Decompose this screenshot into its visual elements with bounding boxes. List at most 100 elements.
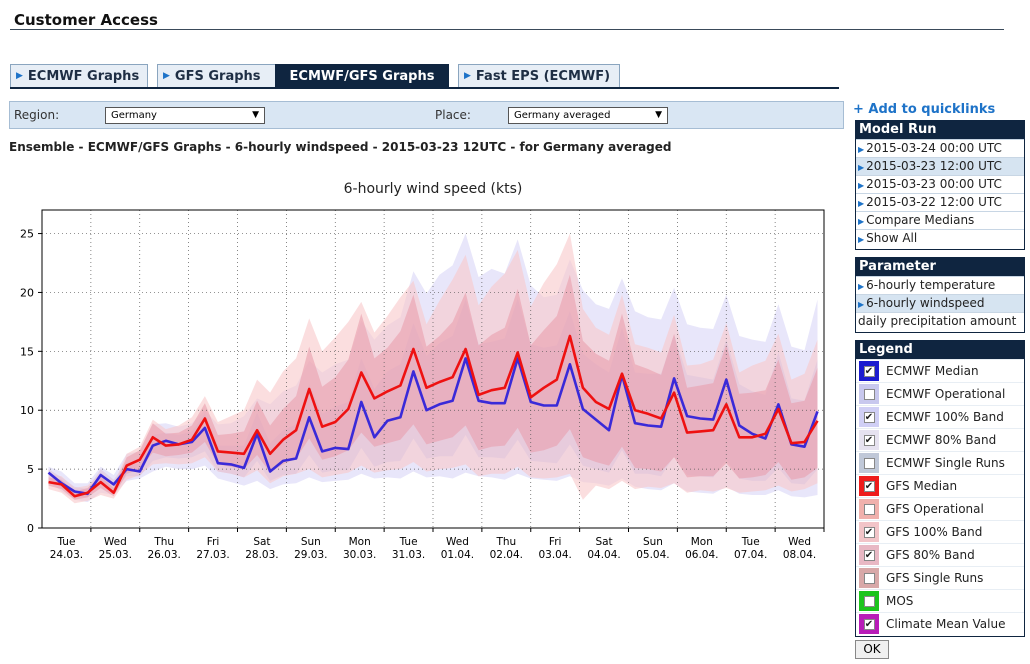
tab-gfs-graphs[interactable]: ▶ GFS Graphs	[157, 64, 278, 88]
legend-item[interactable]: ✔ GFS 80% Band	[856, 543, 1024, 566]
chevron-down-icon: ▼	[252, 110, 259, 120]
region-select[interactable]: Germany ▼	[105, 107, 265, 124]
legend-item[interactable]: ✔ Climate Mean Value	[856, 612, 1024, 635]
x-tick-date: 03.04.	[538, 549, 571, 561]
x-tick-day: Tue	[741, 536, 760, 548]
place-select-value: Germany averaged	[514, 110, 611, 121]
x-tick-date: 25.03.	[99, 549, 132, 561]
legend-item[interactable]: MOS	[856, 589, 1024, 612]
checkbox-unchecked-icon[interactable]	[863, 503, 875, 515]
checkbox-checked-icon[interactable]: ✔	[863, 480, 875, 492]
x-tick-day: Tue	[399, 536, 418, 548]
list-item[interactable]: ▶ 2015-03-23 12:00 UTC	[856, 157, 1024, 175]
plot-frame	[41, 209, 825, 529]
legend-swatch	[859, 384, 879, 404]
legend-label: ECMWF Operational	[886, 387, 1006, 401]
bullet-arrow-icon: ▶	[858, 282, 865, 291]
tab-ecmwf-graphs[interactable]: ▶ ECMWF Graphs	[10, 64, 148, 88]
legend-item[interactable]: ✔ GFS Median	[856, 474, 1024, 497]
list-item[interactable]: ▶ 6-hourly windspeed	[856, 294, 1024, 312]
legend-swatch	[859, 453, 879, 473]
x-tick-date: 24.03.	[50, 549, 83, 561]
tab-fast-eps[interactable]: ▶ Fast EPS (ECMWF)	[458, 64, 620, 88]
list-item[interactable]: ▶ 2015-03-24 00:00 UTC	[856, 139, 1024, 157]
legend-label: GFS Single Runs	[886, 571, 984, 585]
legend-label: GFS 80% Band	[886, 548, 975, 562]
tab-label: GFS Graphs	[174, 68, 261, 84]
list-item[interactable]: ▶ 2015-03-22 12:00 UTC	[856, 193, 1024, 211]
model-run-list: ▶ 2015-03-24 00:00 UTC ▶ 2015-03-23 12:00 U…	[856, 139, 1024, 247]
legend-swatch: ✔	[859, 476, 879, 496]
list-item[interactable]: ▶ 2015-03-23 00:00 UTC	[856, 175, 1024, 193]
x-tick-day: Sun	[643, 536, 663, 548]
parameter-title: Parameter	[856, 258, 1024, 276]
title-divider	[10, 29, 1004, 30]
tab-ecmwf-gfs-graphs[interactable]: ECMWF/GFS Graphs	[275, 64, 449, 88]
legend-swatch: ✔	[859, 522, 879, 542]
y-tick-label: 15	[20, 345, 34, 358]
checkbox-checked-icon[interactable]: ✔	[863, 434, 875, 446]
checkbox-checked-icon[interactable]: ✔	[863, 549, 875, 561]
legend-swatch: ✔	[859, 614, 879, 634]
bullet-arrow-icon: ▶	[858, 217, 865, 226]
x-tick-date: 26.03.	[147, 549, 180, 561]
x-tick-day: Thu	[153, 536, 174, 548]
legend-label: ECMWF Median	[886, 364, 979, 378]
checkbox-checked-icon[interactable]: ✔	[863, 411, 875, 423]
list-item-label: 2015-03-22 12:00 UTC	[866, 195, 1002, 209]
legend-label: ECMWF 80% Band	[886, 433, 997, 447]
x-tick-day: Mon	[349, 536, 371, 548]
list-item[interactable]: ▶ Compare Medians	[856, 211, 1024, 229]
x-tick-date: 08.04.	[783, 549, 816, 561]
list-item-label: 6-hourly windspeed	[866, 296, 985, 310]
x-tick-day: Mon	[691, 536, 713, 548]
legend-swatch	[859, 499, 879, 519]
legend-item[interactable]: GFS Operational	[856, 497, 1024, 520]
wind-speed-chart: 6-hourly wind speed (kts)0510152025Tue24…	[20, 181, 825, 561]
legend-item[interactable]: ✔ ECMWF 80% Band	[856, 428, 1024, 451]
bullet-arrow-icon: ▶	[858, 145, 865, 154]
x-tick-date: 04.04.	[587, 549, 620, 561]
tab-arrow-icon: ▶	[464, 71, 471, 81]
add-quicklinks-link[interactable]: + Add to quicklinks	[853, 102, 996, 117]
list-item[interactable]: ▶ 6-hourly temperature	[856, 276, 1024, 294]
checkbox-unchecked-icon[interactable]	[863, 572, 875, 584]
x-tick-date: 28.03.	[245, 549, 278, 561]
legend-item[interactable]: ✔ GFS 100% Band	[856, 520, 1024, 543]
legend-list: ✔ ECMWF Median ECMWF Operational ✔ ECMWF 100…	[856, 359, 1024, 635]
legend-item[interactable]: ECMWF Single Runs	[856, 451, 1024, 474]
checkbox-checked-icon[interactable]: ✔	[863, 365, 875, 377]
checkbox-unchecked-icon[interactable]	[863, 595, 875, 607]
tab-label: ECMWF/GFS Graphs	[289, 68, 435, 84]
bullet-arrow-icon: ▶	[858, 235, 865, 244]
checkbox-checked-icon[interactable]: ✔	[863, 618, 875, 630]
x-tick-day: Sun	[301, 536, 321, 548]
x-tick-day: Fri	[207, 536, 220, 548]
x-tick-day: Wed	[788, 536, 811, 548]
checkbox-unchecked-icon[interactable]	[863, 457, 875, 469]
legend-item[interactable]: ✔ ECMWF Median	[856, 359, 1024, 382]
list-item[interactable]: ▶ Show All	[856, 229, 1024, 247]
list-item-label: 2015-03-23 12:00 UTC	[866, 159, 1002, 173]
legend-item[interactable]: GFS Single Runs	[856, 566, 1024, 589]
legend-panel: Legend ✔ ECMWF Median ECMWF Operational ✔ EC…	[855, 340, 1025, 637]
x-tick-day: Sat	[595, 536, 612, 548]
legend-swatch: ✔	[859, 407, 879, 427]
x-tick-day: Tue	[56, 536, 75, 548]
legend-label: ECMWF Single Runs	[886, 456, 1005, 470]
legend-item[interactable]: ECMWF Operational	[856, 382, 1024, 405]
place-select[interactable]: Germany averaged ▼	[508, 107, 668, 124]
checkbox-checked-icon[interactable]: ✔	[863, 526, 875, 538]
legend-label: GFS 100% Band	[886, 525, 983, 539]
checkbox-unchecked-icon[interactable]	[863, 388, 875, 400]
x-tick-date: 02.04.	[490, 549, 523, 561]
ok-button[interactable]: OK	[855, 640, 889, 659]
list-item[interactable]: daily precipitation amount	[856, 312, 1024, 330]
x-tick-date: 05.04.	[636, 549, 669, 561]
x-tick-date: 31.03.	[392, 549, 425, 561]
y-tick-label: 10	[20, 404, 34, 417]
y-tick-label: 20	[20, 286, 34, 299]
series-line-gfs-median	[48, 334, 819, 498]
legend-item[interactable]: ✔ ECMWF 100% Band	[856, 405, 1024, 428]
legend-label: GFS Operational	[886, 502, 984, 516]
